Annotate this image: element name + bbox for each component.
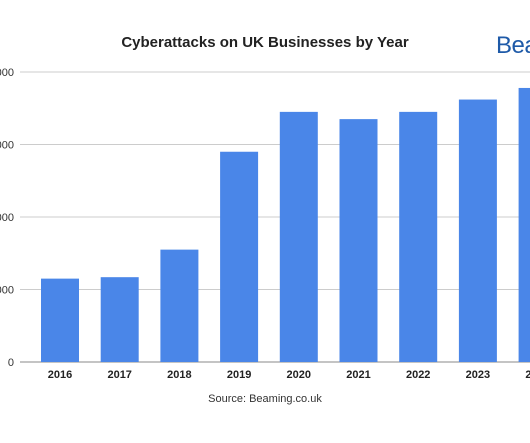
bar [220,151,259,362]
chart-title: Cyberattacks on UK Businesses by Year [121,34,409,51]
x-tick-label: 2019 [227,369,251,381]
bar [41,278,79,362]
x-tick-label: 2018 [167,369,191,381]
bar [518,87,530,362]
x-tick-label: 2016 [48,369,72,381]
x-tick-label: 2023 [466,369,490,381]
bar [279,111,318,362]
x-tick-label: 2020 [287,369,311,381]
beaming-logo: Bea [496,32,530,59]
x-tick-label: 2021 [346,369,370,381]
bar [399,111,438,362]
source-note: Source: Beaming.co.uk [208,393,322,405]
y-tick-label: 000 [0,140,14,152]
x-tick-label: 2024 [525,369,530,381]
y-tick-label: 000 [0,212,14,224]
bar [160,249,199,362]
y-tick-label: 000 [0,67,14,79]
bar [339,119,378,362]
y-tick-label: 0 [8,357,14,369]
y-tick-label: 000 [0,285,14,297]
x-tick-label: 2022 [406,369,430,381]
bar [100,277,139,362]
bar [458,99,497,363]
x-tick-label: 2017 [107,369,131,381]
